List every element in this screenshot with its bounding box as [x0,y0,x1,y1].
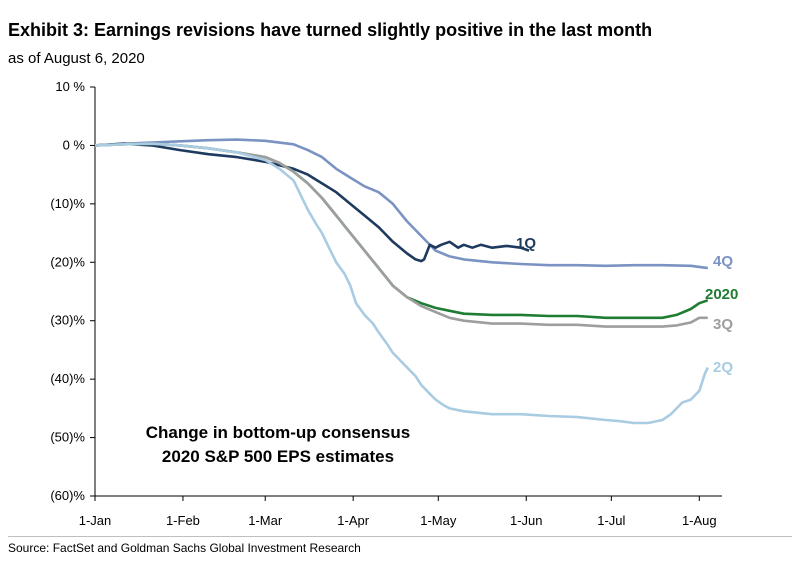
footer-divider [8,536,792,537]
annotation-line: Change in bottom-up consensus [146,423,410,442]
series-line-4q [94,138,708,270]
x-tick-label: 1-Jun [510,513,543,528]
series-line-2q [94,142,709,425]
y-tick-label: (60)% [50,488,85,503]
series-labels: 4Q 1Q 2020 3Q 2Q [516,235,738,376]
chart-title: Exhibit 3: Earnings revisions have turne… [8,20,653,40]
series-label-3q: 3Q [713,316,733,333]
line-chart: 10 % 0 % (10)% (20)% (30)% (40)% (50)% (60)% 1-J… [50,79,738,528]
y-tick-label: (30)% [50,313,85,328]
series-label-1q: 1Q [516,235,536,252]
x-tick-label: 1-Feb [166,513,200,528]
chart-axes: 10 % 0 % (10)% (20)% (30)% (40)% (50)% (60)% 1-J… [50,79,722,528]
series-line-3q [94,142,708,328]
x-tick-label: 1-Apr [337,513,369,528]
series-label-2q: 2Q [713,359,733,376]
x-tick-label: 1-Aug [682,513,717,528]
y-tick-label: 10 % [55,79,85,94]
y-tick-label: (10)% [50,196,85,211]
x-tick-label: 1-Mar [248,513,283,528]
source-note: Source: FactSet and Goldman Sachs Global… [8,541,361,555]
series-label-4q: 4Q [713,253,733,270]
y-tick-label: 0 % [63,137,86,152]
series-label-2020: 2020 [705,286,738,303]
x-tick-label: 1-May [420,513,457,528]
chart-annotation: Change in bottom-up consensus 2020 S&P 50… [146,423,410,466]
y-tick-label: (20)% [50,254,85,269]
chart-series [94,138,709,425]
y-tick-label: (50)% [50,430,85,445]
series-line-1q [94,142,530,263]
x-tick-label: 1-Jul [597,513,625,528]
annotation-line: 2020 S&P 500 EPS estimates [162,447,394,466]
chart-subtitle: as of August 6, 2020 [8,50,145,67]
x-tick-label: 1-Jan [79,513,112,528]
y-tick-label: (40)% [50,371,85,386]
